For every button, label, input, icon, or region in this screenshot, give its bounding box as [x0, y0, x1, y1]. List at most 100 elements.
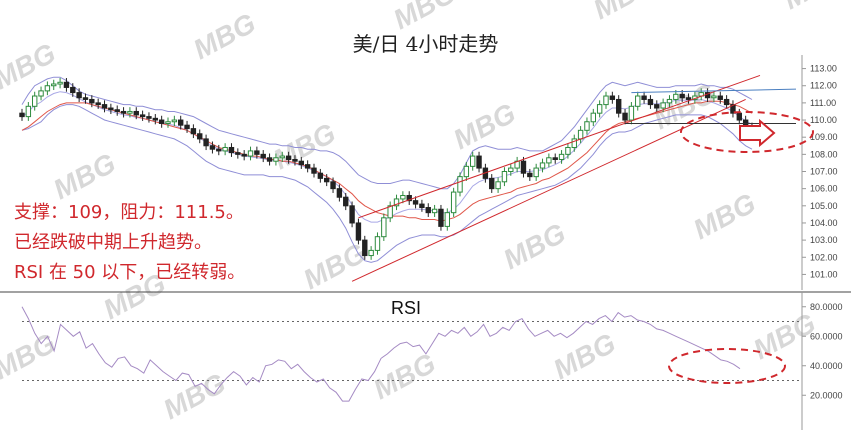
- candle-body: [654, 104, 660, 109]
- candle-body: [387, 205, 393, 219]
- candle-body: [95, 102, 101, 106]
- watermark-text: MBG: [498, 217, 570, 275]
- candle-body: [666, 98, 673, 104]
- resistance-line: [631, 88, 797, 94]
- price-tick-label: 102.00: [810, 252, 838, 262]
- candle-body: [317, 172, 324, 179]
- watermark-text: MBG: [48, 147, 120, 205]
- price-tick-label: 108.00: [810, 149, 838, 159]
- candle-body: [70, 86, 76, 94]
- candle-body: [330, 181, 336, 190]
- candle-body: [565, 146, 571, 155]
- candle-body: [171, 119, 178, 123]
- watermark-text: MBG: [298, 237, 370, 295]
- candle-body: [190, 128, 197, 135]
- price-tick-label: 113.00: [810, 64, 837, 74]
- candle-body: [57, 81, 63, 85]
- note-support-resistance: 支撑：109，阻力：111.5。: [14, 202, 244, 223]
- chart-title: 美/日 4小时走势: [352, 32, 499, 56]
- candle-body: [197, 133, 203, 140]
- candlestick-series: [19, 78, 755, 260]
- candle-body: [685, 97, 692, 100]
- annotations: [668, 111, 814, 384]
- candle-body: [177, 119, 184, 126]
- candle-body: [374, 236, 381, 251]
- candle-body: [495, 181, 501, 190]
- candle-body: [450, 191, 457, 214]
- candle-body: [76, 92, 82, 99]
- watermark-text: MBG: [0, 327, 60, 385]
- candle-body: [101, 104, 108, 109]
- channel-lower-line: [351, 98, 746, 282]
- note-rsi: RSI 在 50 以下，已经转弱。: [14, 262, 246, 283]
- candle-body: [431, 208, 438, 214]
- price-tick-label: 105.00: [810, 201, 838, 211]
- candle-body: [558, 153, 565, 160]
- candle-body: [438, 208, 444, 227]
- candle-body: [355, 222, 362, 241]
- candle-body: [343, 196, 349, 207]
- price-tick-label: 110.00: [810, 115, 837, 125]
- candle-body: [89, 98, 95, 104]
- candle-body: [266, 157, 273, 162]
- candle-body: [247, 150, 254, 157]
- price-tick-label: 106.00: [810, 184, 838, 194]
- candle-body: [304, 164, 311, 169]
- candle-body: [292, 158, 298, 162]
- rsi-tick-label: 80.0000: [810, 302, 843, 312]
- trend-lines: [351, 74, 797, 282]
- candle-body: [508, 167, 514, 172]
- candle-body: [216, 148, 222, 152]
- candle-body: [539, 162, 546, 169]
- candle-body: [209, 145, 216, 150]
- candle-body: [368, 249, 374, 257]
- note-trend-break: 已经跌破中期上升趋势。: [14, 232, 212, 253]
- down-arrow: [739, 118, 776, 148]
- candle-body: [120, 110, 127, 114]
- breakdown-highlight-ellipse: [680, 111, 814, 153]
- candle-body: [635, 95, 641, 107]
- candle-body: [311, 167, 317, 174]
- candle-body: [419, 203, 425, 209]
- candle-body: [406, 195, 412, 202]
- rsi-panel: 80.0000 60.0000 40.0000 20.0000: [0, 291, 851, 430]
- candle-body: [44, 85, 51, 92]
- candle-body: [298, 160, 305, 166]
- candle-body: [603, 95, 609, 106]
- candle-body: [38, 90, 44, 97]
- candle-body: [362, 239, 368, 257]
- watermark-text: MBG: [548, 327, 620, 385]
- candle-body: [489, 177, 495, 190]
- candle-body: [241, 153, 247, 157]
- candle-body: [463, 165, 470, 178]
- candle-body: [285, 155, 292, 160]
- candle-body: [552, 157, 558, 160]
- candle-body: [660, 102, 666, 109]
- candle-body: [647, 98, 654, 106]
- candle-body: [235, 152, 241, 155]
- candle-body: [25, 105, 32, 118]
- candle-body: [717, 95, 723, 100]
- candle-body: [546, 157, 552, 164]
- candle-body: [641, 95, 647, 100]
- candle-body: [457, 176, 463, 193]
- candle-body: [51, 83, 57, 87]
- candle-body: [228, 146, 235, 154]
- candle-body: [31, 95, 38, 107]
- candle-body: [152, 117, 159, 121]
- candle-body: [622, 112, 628, 121]
- candle-body: [596, 104, 603, 114]
- candle-body: [279, 155, 285, 159]
- price-tick-label: 104.00: [810, 218, 838, 228]
- candle-body: [577, 129, 584, 140]
- watermark-text: MBG: [448, 97, 520, 155]
- candle-body: [615, 98, 622, 114]
- candle-body: [425, 207, 431, 214]
- candle-body: [400, 195, 406, 200]
- candle-body: [520, 160, 527, 174]
- candle-body: [590, 112, 597, 123]
- candle-body: [571, 138, 577, 148]
- candle-body: [127, 110, 133, 114]
- candle-body: [203, 138, 209, 147]
